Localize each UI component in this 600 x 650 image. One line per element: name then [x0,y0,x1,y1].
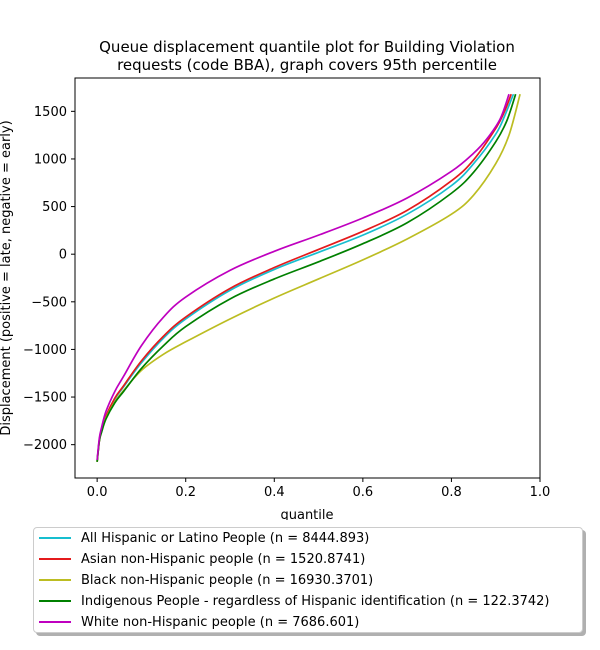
y-tick-label: 0 [59,248,67,263]
legend-swatch [39,579,71,581]
legend-swatch [39,621,71,623]
series-line-2 [96,93,521,462]
x-tick-label: 0.6 [353,485,374,500]
series-layer [96,93,521,462]
legend-label: All Hispanic or Latino People (n = 8444.… [81,530,370,546]
legend-swatch [39,537,71,539]
plot-area-frame [74,77,541,479]
x-tick-label: 0.8 [441,485,462,500]
y-tick-label: −500 [31,295,67,310]
series-line-0 [96,93,515,461]
ticks-layer: 0.0 0.2 0.4 0.6 0.8 1.0 −2000 −1500 −1000 −500 0 50… [23,105,550,500]
legend-item: Asian non-Hispanic people (n = 1520.8741… [34,549,365,569]
chart-title-line-1: Queue displacement quantile plot for Bui… [99,38,515,56]
legend-item: All Hispanic or Latino People (n = 8444.… [34,528,369,548]
legend-item: Indigenous People - regardless of Hispan… [34,591,550,611]
legend-label: White non-Hispanic people (n = 7686.601) [81,614,360,630]
series-line-3 [96,93,517,462]
legend-label: Black non-Hispanic people (n = 16930.370… [81,572,374,588]
legend-label: Indigenous People - regardless of Hispan… [81,593,550,609]
series-line-4 [96,93,510,460]
legend-item: White non-Hispanic people (n = 7686.601) [34,612,359,632]
legend-label: Asian non-Hispanic people (n = 1520.8741… [81,551,366,567]
legend: All Hispanic or Latino People (n = 8444.… [33,527,583,633]
x-tick-label: 0.2 [175,485,196,500]
chart-title-line-2: requests (code BBA), graph covers 95th p… [117,56,497,74]
quantile-chart: Queue displacement quantile plot for Bui… [0,38,550,520]
legend-swatch [39,600,71,602]
x-tick-label: 0.4 [264,485,285,500]
x-tick-label: 1.0 [530,485,551,500]
y-tick-label: 1000 [34,152,67,167]
legend-item: Black non-Hispanic people (n = 16930.370… [34,570,373,590]
x-axis-label: quantile [280,508,333,520]
legend-swatch [39,558,71,560]
y-axis-label: Displacement (positive = late, negative … [0,120,14,435]
y-tick-label: −2000 [23,438,67,453]
y-tick-label: 1500 [34,105,67,120]
series-line-1 [96,93,513,462]
y-tick-label: 500 [42,200,67,215]
y-tick-label: −1500 [23,391,67,406]
x-tick-label: 0.0 [87,485,108,500]
y-tick-label: −1000 [23,343,67,358]
